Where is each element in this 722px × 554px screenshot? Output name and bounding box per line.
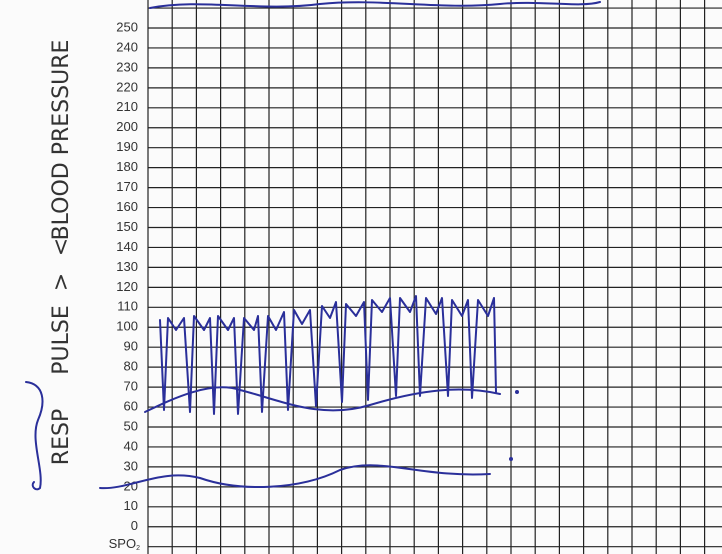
scale-label: 220 — [116, 79, 138, 94]
scale-label: 230 — [116, 59, 138, 74]
spo2-label: SPO2 — [109, 536, 140, 551]
scale-label: 210 — [116, 99, 138, 114]
scale-label: 50 — [124, 418, 138, 433]
scale-label: 10 — [124, 498, 138, 513]
scale-label: 120 — [116, 279, 138, 294]
scale-label: 80 — [124, 359, 138, 374]
scale-label: 60 — [124, 398, 138, 413]
scale-label: 170 — [116, 179, 138, 194]
side-label: BLOOD PRESSURE — [49, 40, 74, 241]
scale-label: 130 — [116, 259, 138, 274]
ink-dot — [509, 457, 513, 461]
scale-label: 140 — [116, 239, 138, 254]
scale-label: 180 — [116, 159, 138, 174]
scale-label: 250 — [116, 19, 138, 34]
scale-label: 200 — [116, 119, 138, 134]
scale-label: 40 — [124, 438, 138, 453]
scale-label: 100 — [116, 319, 138, 334]
scale-label: 160 — [116, 199, 138, 214]
scale-label: 190 — [116, 139, 138, 154]
side-label: PULSE — [49, 305, 74, 375]
scale-label: 70 — [124, 379, 138, 394]
scale-label: 240 — [116, 39, 138, 54]
scale-label: 30 — [124, 458, 138, 473]
scale-label: 110 — [117, 299, 138, 314]
side-label: RESP — [49, 409, 74, 465]
spo2-subscript: 2 — [136, 545, 140, 552]
scale-label: 150 — [116, 219, 138, 234]
chart-sheet: 2502402302202102001901801701601501401301… — [0, 0, 722, 554]
spo2-text: SPO — [109, 536, 136, 551]
paper — [0, 0, 722, 554]
scale-label: 0 — [131, 518, 138, 533]
ink-dot — [515, 390, 519, 394]
side-label: > — [49, 273, 74, 291]
scale-label: 90 — [124, 339, 138, 354]
